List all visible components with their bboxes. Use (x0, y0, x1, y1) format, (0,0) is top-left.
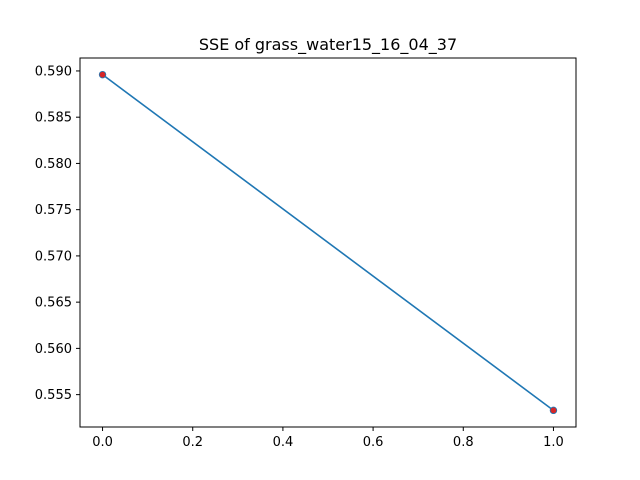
y-tick-label: 0.570 (35, 249, 72, 264)
x-tick-label: 0.6 (363, 435, 384, 450)
axes-frame (79, 57, 577, 428)
x-tick-label: 0.8 (453, 435, 474, 450)
data-point (98, 70, 107, 79)
chart-title: SSE of grass_water15_16_04_37 (199, 35, 457, 55)
y-tick-label: 0.580 (35, 157, 72, 172)
x-tick-label: 1.0 (543, 435, 564, 450)
y-tick-label: 0.575 (35, 203, 72, 218)
data-point (549, 406, 558, 415)
y-tick-label: 0.590 (35, 64, 72, 79)
y-tick-label: 0.555 (35, 388, 72, 403)
y-tick-label: 0.560 (35, 342, 72, 357)
y-tick-label: 0.585 (35, 111, 72, 126)
plot-area: 0.0 0.2 0.4 0.6 0.8 1.0 0.555 0.560 0.565 0.570 0.… (35, 57, 577, 450)
y-tick-label: 0.565 (35, 296, 72, 311)
x-tick-label: 0.2 (182, 435, 203, 450)
series-line (102, 74, 554, 411)
x-tick-label: 0.4 (273, 435, 294, 450)
x-tick-label: 0.0 (92, 435, 113, 450)
